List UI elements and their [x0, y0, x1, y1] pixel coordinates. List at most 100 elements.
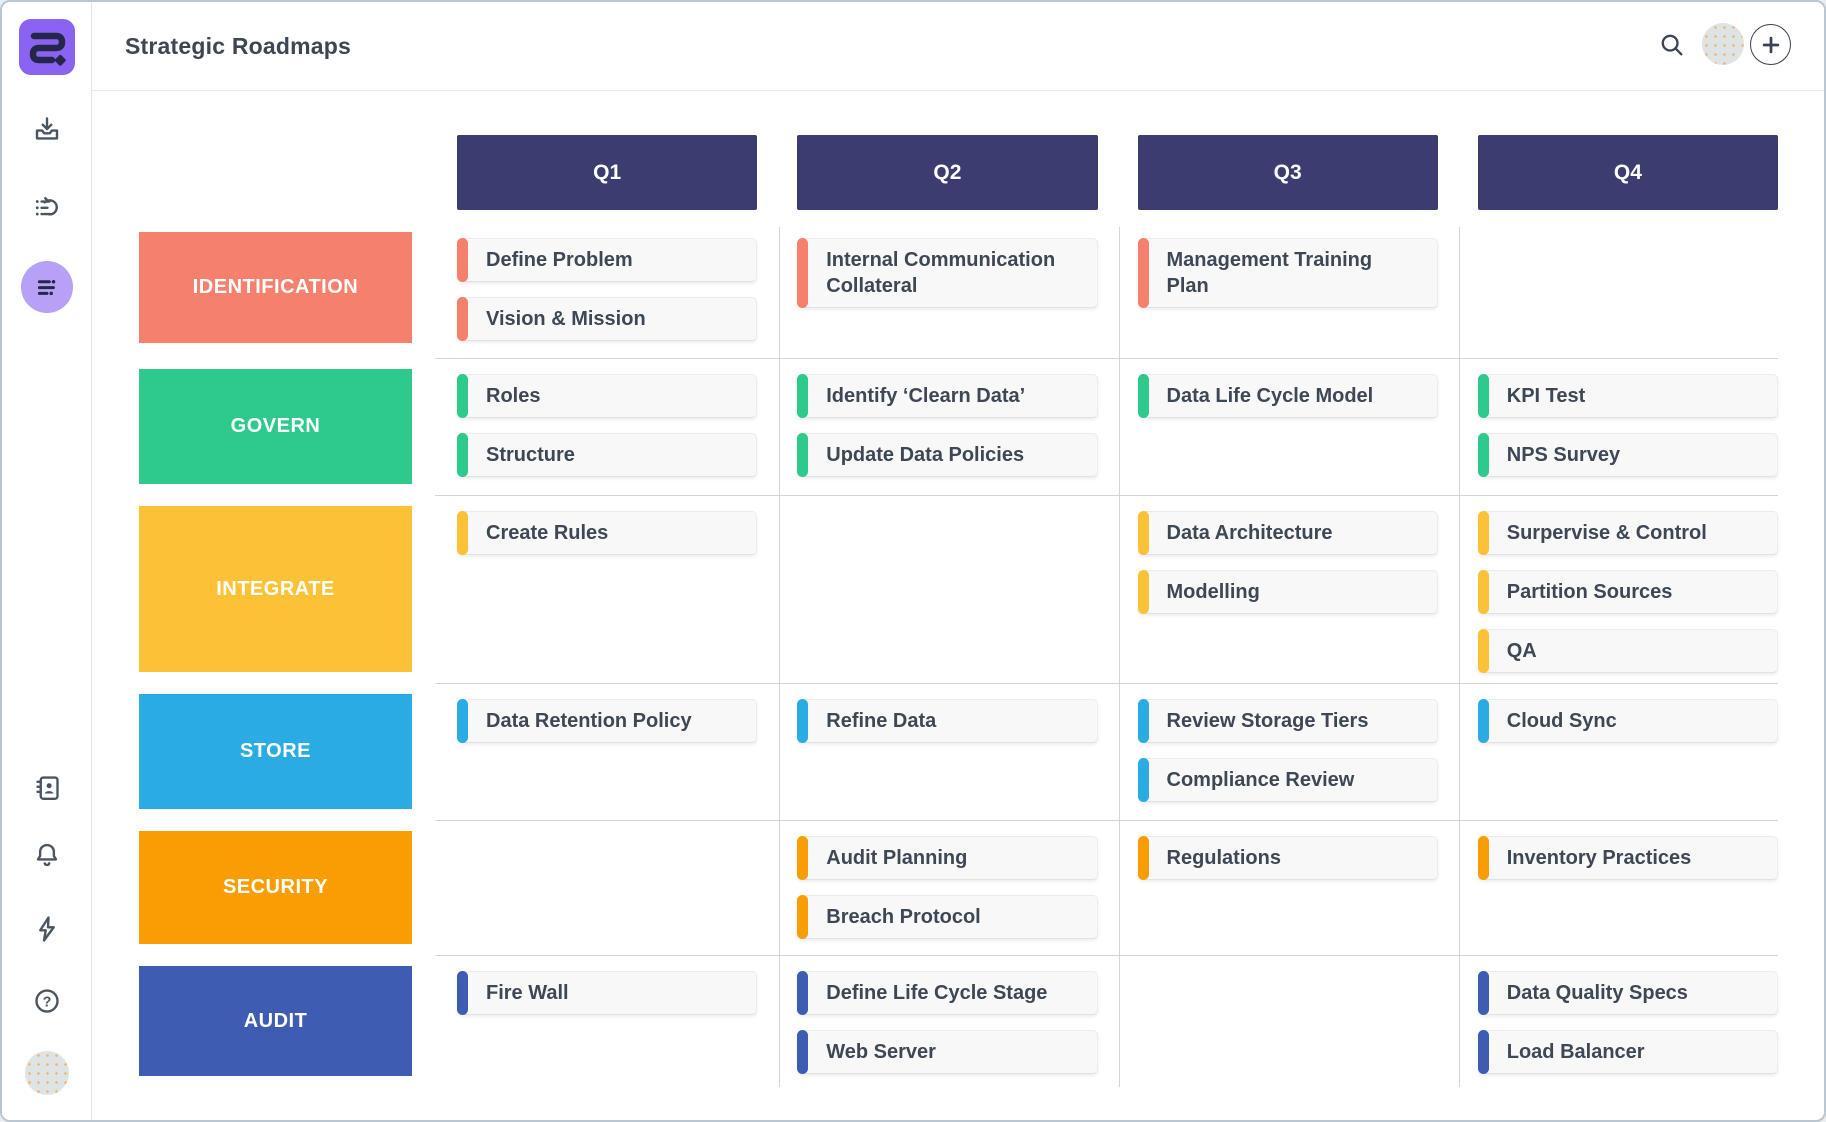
backlog-list-icon[interactable] — [31, 193, 63, 225]
board-cell: Create Rules — [457, 495, 758, 683]
card-accent — [1477, 971, 1489, 1015]
roadmap-card[interactable]: Data Retention Policy — [457, 699, 758, 743]
card-title: Data Life Cycle Model — [1166, 385, 1374, 407]
swimlane-labels: IDENTIFICATION GOVERN INTEGRATE STORE SECURI… — [139, 135, 412, 1087]
roadmap-card[interactable]: Structure — [457, 433, 758, 477]
row-label: INTEGRATE — [139, 506, 412, 672]
board-cell: Data Architecture Modelling — [1137, 495, 1438, 683]
roadmap-card[interactable]: Cloud Sync — [1477, 699, 1778, 743]
card-accent — [457, 433, 468, 477]
roadmap-card[interactable]: Create Rules — [457, 511, 758, 555]
roadmap-card[interactable]: Breach Protocol — [797, 895, 1098, 939]
card-title: Inventory Practices — [1506, 847, 1692, 869]
header: Strategic Roadmaps — [91, 2, 1824, 91]
quarter-column: Q3 Management Training Plan Data Life Cycl… — [1137, 135, 1438, 1087]
card-title: Cloud Sync — [1506, 710, 1617, 732]
add-button[interactable] — [1750, 24, 1791, 65]
card-title: Breach Protocol — [826, 906, 981, 928]
svg-text:?: ? — [43, 994, 52, 1010]
card-accent — [1137, 511, 1149, 555]
card-title: Define Problem — [486, 249, 633, 271]
card-title: Web Server — [826, 1041, 936, 1063]
card-title: Review Storage Tiers — [1166, 710, 1369, 732]
card-title: Surpervise & Control — [1506, 522, 1707, 544]
roadmap-card[interactable]: Audit Planning — [797, 836, 1098, 880]
roadmap-card[interactable]: Partition Sources — [1477, 570, 1778, 614]
roadmap-card[interactable]: KPI Test — [1477, 374, 1778, 418]
roadmap-card[interactable]: Data Quality Specs — [1477, 971, 1778, 1015]
board-cell: Inventory Practices — [1477, 820, 1778, 955]
activity-bolt-icon[interactable] — [31, 913, 63, 945]
roadmap-card[interactable]: Define Life Cycle Stage — [797, 971, 1098, 1015]
board-cell — [457, 820, 757, 955]
card-accent — [1477, 374, 1489, 418]
roadmap-card[interactable]: Modelling — [1137, 570, 1438, 614]
grid-divider — [435, 495, 1778, 496]
roadmap-card[interactable]: Update Data Policies — [797, 433, 1098, 477]
roadmap-logo-icon — [29, 32, 66, 66]
roadmap-card[interactable]: Roles — [457, 374, 758, 418]
roadmap-card[interactable]: NPS Survey — [1477, 433, 1778, 477]
roadmap-card[interactable]: Data Life Cycle Model — [1137, 374, 1438, 418]
board-cell: Define Problem Vision & Mission — [457, 217, 758, 358]
roadmap-card[interactable]: Surpervise & Control — [1477, 511, 1778, 555]
card-accent — [1477, 1030, 1489, 1074]
roadmap-card[interactable]: Review Storage Tiers — [1137, 699, 1438, 743]
swimlane-row: IDENTIFICATION — [139, 217, 412, 358]
card-title: KPI Test — [1506, 385, 1586, 407]
roadmap-card[interactable]: Inventory Practices — [1477, 836, 1778, 880]
roadmap-card[interactable]: Internal Communication Collateral — [797, 238, 1098, 308]
app-logo[interactable] — [19, 19, 75, 75]
board-cell: Regulations — [1137, 820, 1438, 955]
card-accent — [1477, 699, 1489, 743]
user-avatar[interactable] — [25, 1051, 69, 1095]
board-cell: Management Training Plan — [1137, 217, 1438, 358]
contacts-icon[interactable] — [31, 772, 63, 804]
row-label: GOVERN — [139, 369, 412, 484]
notifications-bell-icon[interactable] — [31, 839, 63, 871]
swimlane-view-icon[interactable] — [21, 261, 73, 313]
roadmap-card[interactable]: Management Training Plan — [1137, 238, 1438, 308]
card-accent — [1477, 570, 1489, 614]
card-title: Internal Communication Collateral — [826, 249, 1056, 297]
roadmap-card[interactable]: Data Architecture — [1137, 511, 1438, 555]
roadmap-card[interactable]: Compliance Review — [1137, 758, 1438, 802]
help-icon[interactable]: ? — [31, 985, 63, 1017]
quarter-column: Q2 Internal Communication Collateral Ident… — [797, 135, 1098, 1087]
import-tray-icon[interactable] — [31, 113, 63, 145]
roadmap-card[interactable]: Define Problem — [457, 238, 758, 282]
card-title: QA — [1506, 640, 1537, 662]
grid-divider — [435, 820, 1778, 821]
card-accent — [797, 1030, 809, 1074]
card-accent — [1137, 758, 1149, 802]
card-title: Audit Planning — [826, 847, 968, 869]
roadmap-card[interactable]: Identify ‘Clearn Data’ — [797, 374, 1098, 418]
roadmap-card[interactable]: Web Server — [797, 1030, 1098, 1074]
page-title: Strategic Roadmaps — [125, 32, 351, 59]
board-cell: Surpervise & Control Partition Sources QA — [1477, 495, 1778, 683]
card-accent — [797, 971, 809, 1015]
sidebar: ? — [2, 2, 92, 1120]
board-cell: Data Retention Policy — [457, 683, 758, 820]
card-title: Partition Sources — [1506, 581, 1673, 603]
card-title: Compliance Review — [1166, 769, 1355, 791]
card-accent — [797, 836, 809, 880]
grid-divider — [435, 683, 1778, 684]
roadmap-card[interactable]: Refine Data — [797, 699, 1098, 743]
board-cell: Refine Data — [797, 683, 1098, 820]
roadmap-card[interactable]: QA — [1477, 629, 1778, 673]
account-avatar[interactable] — [1702, 23, 1744, 65]
quarter-column: Q1 Define Problem Vision & Mission Roles Str… — [457, 135, 758, 1087]
board-cell — [1138, 955, 1438, 1087]
swimlane-row: SECURITY — [139, 820, 412, 955]
search-icon[interactable] — [1657, 30, 1687, 60]
roadmap-card[interactable]: Regulations — [1137, 836, 1438, 880]
card-accent — [1137, 836, 1149, 880]
roadmap-card[interactable]: Load Balancer — [1477, 1030, 1778, 1074]
quarter-column: Q4 KPI Test NPS Survey Surpervise & Control… — [1477, 135, 1778, 1087]
quarter-columns: Q1 Define Problem Vision & Mission Roles Str… — [457, 135, 1778, 1087]
card-accent — [1137, 238, 1149, 308]
roadmap-card[interactable]: Vision & Mission — [457, 297, 758, 341]
card-title: Modelling — [1166, 581, 1260, 603]
roadmap-card[interactable]: Fire Wall — [457, 971, 758, 1015]
